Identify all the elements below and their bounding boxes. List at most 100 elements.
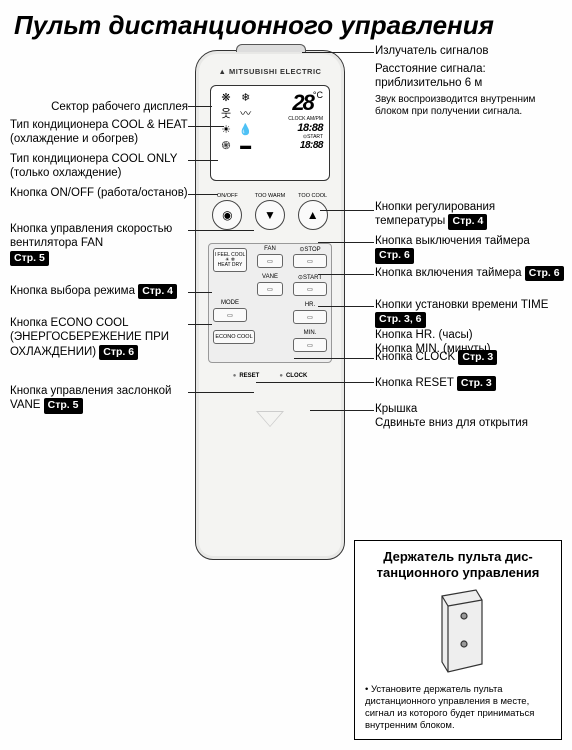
leader-line — [188, 230, 254, 231]
lcd-icons: ❋ ❄ 웃 〰 ☀ 💧 ֍ ▬ — [217, 92, 259, 176]
toocool-button[interactable]: ▲ — [298, 200, 328, 230]
page-badge: Стр. 5 — [10, 251, 49, 266]
person-icon: 웃 — [217, 109, 235, 123]
toowarm-button[interactable]: ▼ — [255, 200, 285, 230]
leader-line — [188, 126, 224, 127]
leader-line — [294, 358, 374, 359]
toowarm-group: TOO WARM ▼ — [252, 193, 288, 230]
emitter-window — [236, 44, 306, 52]
callout-coolheat: Тип кондиционера COOL & HEAT (охлаждение… — [10, 118, 188, 147]
start-button[interactable]: ▭ — [293, 282, 327, 296]
lcd-deg: °C — [313, 90, 323, 100]
leader-line — [188, 194, 218, 195]
leader-line — [188, 106, 212, 107]
page-badge: Стр. 3, 6 — [375, 312, 426, 327]
toocool-label: TOO COOL — [298, 193, 327, 199]
leader-line — [310, 410, 374, 411]
page-badge: Стр. 5 — [44, 398, 83, 413]
holder-box: Держатель пульта дис­танционного управле… — [354, 540, 562, 740]
sun-icon: ☀ — [217, 125, 235, 139]
page-badge: Стр. 4 — [138, 284, 177, 299]
callout-temp: Кнопки регулирования температуры Стр. 4 — [375, 200, 565, 230]
hr-button[interactable]: ▭ — [293, 310, 327, 324]
onoff-label: ON/OFF — [217, 193, 238, 199]
leader-line — [318, 306, 374, 307]
fan-button[interactable]: ▭ — [257, 254, 283, 268]
ifeel-button[interactable]: I FEEL COOL☀ ❄HEAT DRY — [213, 248, 247, 272]
callout-onoff: Кнопка ON/OFF (работа/останов) — [10, 186, 188, 200]
page-badge: Стр. 3 — [458, 350, 497, 365]
mode-label: MODE — [213, 300, 247, 306]
leader-line — [188, 160, 218, 161]
holder-illustration — [418, 586, 498, 676]
onoff-button[interactable]: ◉ — [212, 200, 242, 230]
lcd-readout: 28°C CLOCK AM/PM 18:88 ⊙START 18:88 — [263, 90, 323, 151]
callout-time: Кнопки установки времени TIME Стр. 3, 6 … — [375, 298, 565, 356]
snow-icon: ❄ — [237, 93, 255, 107]
vane-label: VANE — [257, 274, 283, 280]
leader-line — [188, 292, 212, 293]
callout-coolonly: Тип кондиционера COOL ONLY (только охлаж… — [10, 152, 188, 181]
callout-distance: Расстояние сигнала: приблизительно 6 м — [375, 62, 560, 91]
callout-sector: Сектор рабочего дисплея — [10, 100, 188, 114]
flow-icon: ▬ — [237, 141, 255, 155]
hr-label: HR. — [293, 302, 327, 308]
leader-line — [320, 210, 374, 211]
cover-arrow-icon — [256, 411, 284, 427]
page-badge: Стр. 6 — [525, 266, 564, 281]
min-button[interactable]: ▭ — [293, 338, 327, 352]
callout-mode: Кнопка выбора режима Стр. 4 — [10, 284, 188, 299]
swing-icon: 〰 — [237, 109, 255, 123]
leader-line — [302, 52, 374, 53]
fan-label: FAN — [257, 246, 283, 252]
main-buttons-row: ON/OFF ◉ TOO WARM ▼ TOO COOL ▲ — [206, 191, 334, 231]
mode-button[interactable]: ▭ — [213, 308, 247, 322]
toowarm-label: TOO WARM — [255, 193, 286, 199]
reset-label[interactable]: RESET — [233, 373, 260, 379]
stop-button[interactable]: ▭ — [293, 254, 327, 268]
fan-icon: ❋ — [217, 93, 235, 107]
callout-econo: Кнопка ECONO COOL (ЭНЕРГОСБЕРЕЖЕ­НИЕ ПРИ… — [10, 316, 188, 360]
econo-button[interactable]: ECONO COOL — [213, 330, 255, 344]
reset-clock-row: RESET CLOCK — [196, 373, 344, 379]
stop-label: ⊙STOP — [293, 246, 327, 253]
toocool-group: TOO COOL ▲ — [295, 193, 331, 230]
callout-timer-off: Кнопка выключения таймера Стр. 6 — [375, 234, 565, 264]
page-badge: Стр. 6 — [375, 248, 414, 263]
page-badge: Стр. 6 — [99, 345, 138, 360]
clock-label[interactable]: CLOCK — [279, 373, 307, 379]
callout-cover: Крышка Сдвиньте вниз для открытия — [375, 402, 565, 431]
leader-line — [188, 392, 254, 393]
page-badge: Стр. 3 — [457, 376, 496, 391]
lcd-display: ❋ ❄ 웃 〰 ☀ 💧 ֍ ▬ 28°C CLOCK AM/PM 18:88 ⊙… — [210, 85, 330, 181]
callout-emitter: Излучатель сигналов — [375, 44, 560, 58]
callout-fan: Кнопка управления скоростью венти­лятора… — [10, 222, 188, 266]
callout-sound: Звук воспроизводится внутренним блоком п… — [375, 94, 560, 118]
page-badge: Стр. 4 — [448, 214, 487, 229]
leader-line — [318, 242, 374, 243]
lcd-temp: 28 — [292, 90, 312, 115]
page-title: Пульт дистанционного управления — [0, 0, 494, 47]
callout-timer-on: Кнопка включения таймера Стр. 6 — [375, 266, 565, 281]
brand-text: MITSUBISHI ELECTRIC — [229, 67, 321, 76]
callout-clock: Кнопка CLOCK Стр. 3 — [375, 350, 565, 365]
callout-reset: Кнопка RESET Стр. 3 — [375, 376, 565, 391]
lcd-clock: 18:88 — [263, 122, 323, 134]
leader-line — [188, 324, 212, 325]
lcd-start-time: 18:88 — [263, 140, 323, 151]
min-label: MIN. — [293, 330, 327, 336]
leader-line — [318, 274, 374, 275]
ifeel-text: I FEEL COOL☀ ❄HEAT DRY — [215, 253, 246, 268]
brand-label: ▲ MITSUBISHI ELECTRIC — [196, 67, 344, 76]
start-label: ⊙START — [293, 274, 327, 281]
callout-hr: Кнопка HR. (часы) — [375, 329, 473, 341]
vane-button[interactable]: ▭ — [257, 282, 283, 296]
onoff-group: ON/OFF ◉ — [209, 193, 245, 230]
holder-title: Держатель пульта дис­танционного управле… — [365, 549, 551, 580]
holder-note: • Установите держатель пульта дистанцион… — [365, 684, 551, 732]
drop-icon: 💧 — [237, 125, 255, 139]
lower-panel: I FEEL COOL☀ ❄HEAT DRY MODE ▭ ECONO COOL… — [208, 243, 332, 363]
callout-cover-note: Сдвиньте вниз для открытия — [375, 417, 528, 429]
leader-line — [256, 382, 374, 383]
spiral-icon: ֍ — [217, 141, 235, 155]
